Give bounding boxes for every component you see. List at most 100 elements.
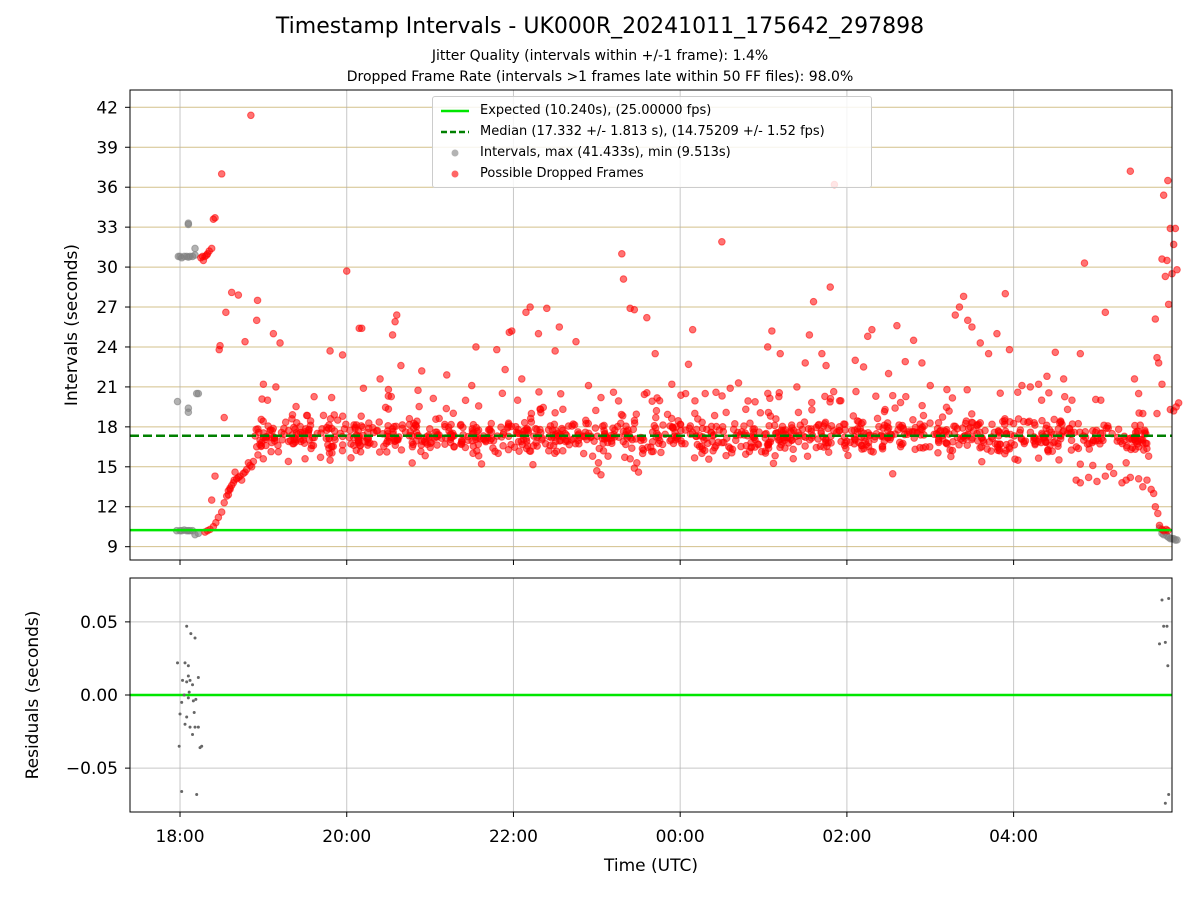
dropped-frame-point [744, 397, 752, 405]
dropped-frame-point [302, 411, 311, 420]
dropped-frame-point [1163, 256, 1171, 265]
dropped-frame-point [347, 440, 355, 448]
dropped-frame-point [276, 339, 284, 347]
dropped-frame-point [776, 349, 785, 358]
dropped-frame-point [926, 381, 935, 390]
dropped-frame-point [820, 420, 829, 428]
dropped-frame-point [599, 439, 607, 448]
dropped-frame-point [1005, 444, 1014, 453]
x-tick-label: 00:00 [656, 827, 705, 847]
dropped-frame-point [497, 423, 505, 432]
dropped-frame-point [559, 405, 567, 414]
dropped-frame-point [241, 337, 249, 346]
interval-point [191, 244, 199, 253]
dropped-frame-point [1024, 418, 1032, 427]
dropped-frame-point [1126, 473, 1135, 482]
dropped-frame-point [800, 418, 809, 426]
residual-point [180, 700, 184, 704]
dropped-frame-point [384, 405, 393, 413]
dropped-frame-point [421, 451, 429, 460]
dropped-frame-point [252, 316, 261, 325]
dropped-frame-point [918, 425, 926, 434]
dropped-frame-point [535, 388, 543, 396]
dropped-frame-point [534, 329, 543, 338]
dropped-frame-point [211, 472, 219, 480]
dropped-frame-point [751, 435, 759, 444]
dropped-frame-point [1084, 473, 1093, 482]
dropped-frame-point [1143, 439, 1151, 448]
dropped-frame-point [292, 428, 301, 437]
dropped-frame-point [327, 393, 336, 402]
dropped-frame-point [579, 449, 588, 458]
intervals-y-axis-label: Intervals (seconds) [62, 244, 82, 406]
residual-point [191, 732, 195, 736]
dropped-frame-point [948, 446, 957, 455]
dropped-frame-point [467, 381, 476, 390]
dropped-frame-point [284, 457, 293, 466]
dropped-frame-point [984, 349, 993, 358]
dropped-frame-point [766, 438, 775, 446]
dropped-frame-point [1122, 459, 1130, 467]
dropped-frame-point [1114, 425, 1123, 434]
dropped-frame-point [1016, 426, 1025, 434]
residual-point [176, 661, 180, 665]
dropped-frame-point [648, 428, 657, 436]
dropped-frame-point [584, 381, 593, 390]
dropped-frame-point [647, 447, 656, 456]
dropped-frame-point [398, 424, 407, 433]
dropped-frame-point [507, 327, 516, 335]
dropped-frame-point [375, 418, 383, 426]
dropped-frame-point [359, 384, 368, 393]
dropped-frame-point [487, 419, 496, 428]
dropped-frame-point [1011, 455, 1019, 463]
legend-label-median: Median (17.332 +/- 1.813 s), (14.75209 +… [480, 124, 825, 139]
legend-item-dropped-frames: Possible Dropped Frames [433, 164, 871, 184]
dropped-frame-point [1089, 437, 1098, 445]
dropped-frame-point [1154, 509, 1162, 518]
jitter-quality-subtitle: Jitter Quality (intervals within +/-1 fr… [431, 48, 769, 64]
dropped-frame-point [397, 361, 405, 370]
dropped-frame-point [614, 397, 623, 405]
dropped-frame-point [1037, 438, 1045, 447]
residual-point [189, 632, 193, 636]
dropped-frame-point [227, 288, 236, 297]
dropped-frame-point [597, 470, 605, 479]
dropped-frame-point [529, 460, 537, 469]
dropped-frame-point [301, 455, 309, 463]
dropped-frame-point [1164, 176, 1172, 185]
dropped-frame-point [384, 385, 393, 394]
residual-point [193, 636, 197, 640]
dropped-frame-point [926, 419, 934, 427]
dropped-frame-point [849, 412, 858, 420]
dropped-frame-point [461, 396, 470, 405]
dropped-frame-point [541, 439, 550, 448]
dropped-frame-point [909, 336, 918, 345]
dropped-frame-point [522, 308, 530, 317]
dropped-frame-point [741, 450, 750, 458]
dropped-frame-point [526, 447, 535, 456]
interval-point [184, 220, 193, 229]
dropped-frame-point [718, 392, 726, 400]
dropped-frame-point [1139, 482, 1147, 491]
dropped-frame-point [712, 388, 720, 397]
residual-point [181, 678, 185, 682]
dropped-frame-point [417, 367, 426, 375]
dropped-frame-point [698, 449, 706, 458]
dropped-frame-point [1037, 396, 1046, 404]
residual-point [1165, 624, 1169, 628]
dropped-frame-point [207, 496, 216, 504]
dropped-frame-point [1130, 375, 1139, 383]
interval-point [173, 397, 182, 406]
dropped-frame-point [1076, 349, 1085, 358]
residuals-plot-frame [129, 577, 1173, 813]
dropped-frame-point [551, 408, 559, 417]
dropped-frame-point [995, 428, 1004, 437]
dropped-frame-point [659, 421, 667, 429]
dropped-frame-point [444, 423, 453, 432]
dropped-frame-point [591, 424, 600, 432]
residual-point [1163, 801, 1167, 805]
dropped-frame-point [425, 425, 434, 433]
dropped-frame-point [1026, 383, 1035, 391]
dropped-frame-point [1080, 259, 1089, 267]
dropped-frame-point [707, 428, 716, 437]
